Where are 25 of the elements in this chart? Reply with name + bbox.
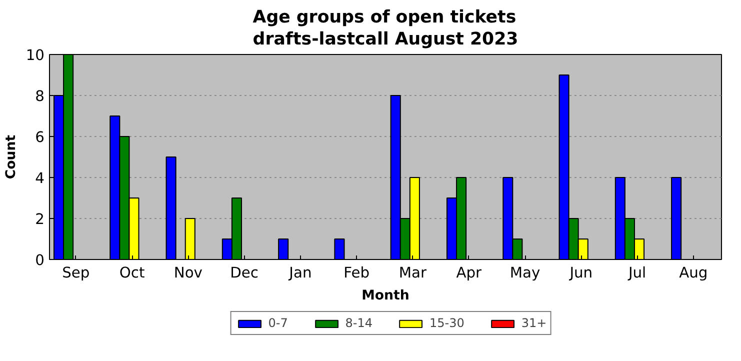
- y-tick-label: 6: [35, 129, 45, 146]
- y-tick-label: 8: [35, 88, 45, 105]
- y-tick-label: 10: [26, 47, 45, 64]
- y-axis-title: Count: [4, 134, 19, 180]
- x-tick-label: May: [510, 264, 540, 282]
- x-tick-label: Oct: [119, 264, 145, 282]
- legend-label: 31+: [521, 316, 547, 330]
- y-tick-label: 2: [35, 211, 45, 228]
- x-tick-label: Jan: [288, 264, 312, 282]
- x-tick-label: Mar: [398, 264, 428, 282]
- chart-title: Age groups of open tickets drafts-lastcall August 2023: [252, 8, 518, 50]
- x-tick-label: Jul: [627, 264, 646, 282]
- x-tick-label: Jun: [568, 264, 593, 282]
- legend-label: 15-30: [430, 316, 464, 330]
- x-tick-label: Apr: [456, 264, 483, 282]
- x-tick-label: Aug: [679, 264, 708, 282]
- y-tick-label: 4: [35, 170, 45, 187]
- x-tick-label: Dec: [230, 264, 258, 282]
- y-tick-label: 0: [35, 252, 45, 269]
- legend-label: 8-14: [345, 316, 373, 330]
- legend-label: 0-7: [268, 316, 288, 330]
- x-tick-label: Nov: [174, 264, 203, 282]
- x-tick-label: Sep: [62, 264, 90, 282]
- x-tick-label: Feb: [344, 264, 370, 282]
- x-axis-title: Month: [362, 288, 410, 304]
